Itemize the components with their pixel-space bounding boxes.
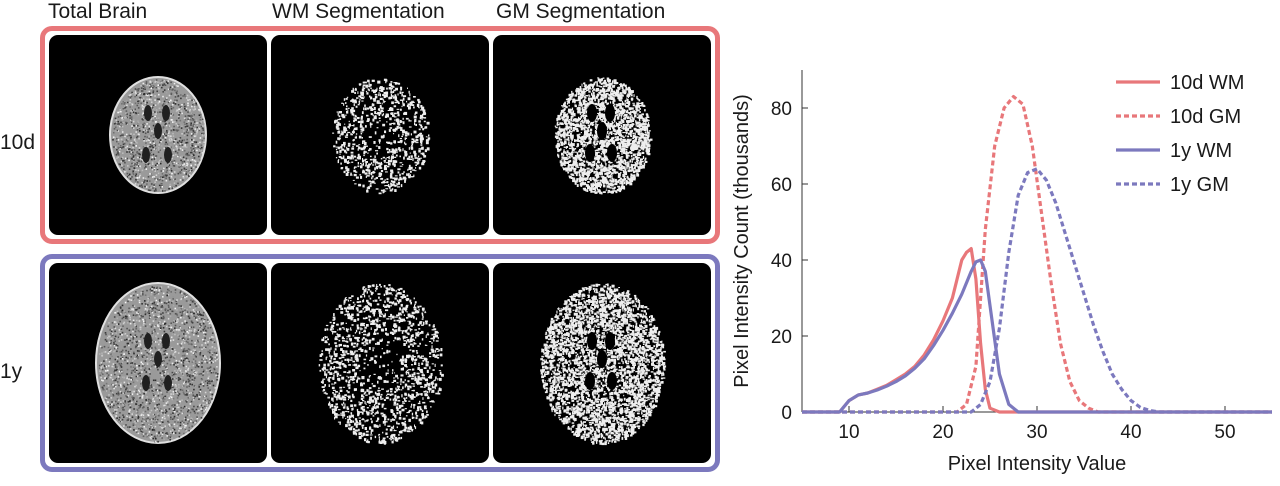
x-axis-label: Pixel Intensity Value [948,453,1127,475]
series-line-10d-wm [802,247,1272,414]
row-label-1y: 1y [0,360,23,383]
legend-label: 10d GM [1170,106,1241,128]
scan-10d-total [109,76,207,194]
legend-label: 1y GM [1170,174,1229,196]
panel-1y [40,254,720,472]
series-line-10d-gm [802,95,1272,414]
y-tick-label: 0 [781,403,792,424]
y-tick-label: 60 [771,175,792,196]
x-tick-label: 50 [1214,422,1235,443]
chart-axes: 10 20 30 40 50 0 20 40 60 80 [771,70,1272,443]
scan-1y-wm [318,283,444,445]
row-label-10d: 10d [0,131,36,154]
scan-1y-gm [540,283,667,446]
histogram-chart: 10 20 30 40 50 0 20 40 60 80 10d WM 10d GM 1y WM 1y … [731,70,1272,475]
panel-10d [40,26,720,244]
column-title-wm-segmentation: WM Segmentation [272,0,445,23]
x-tick-label: 40 [1120,422,1141,443]
x-tick-label: 10 [838,422,859,443]
image-10d-gm-segmentation [493,35,711,235]
image-1y-wm-segmentation [271,263,489,463]
scan-10d-gm [554,77,653,195]
y-tick-label: 80 [771,99,792,120]
x-tick-label: 30 [1026,422,1047,443]
y-axis-label: Pixel Intensity Count (thousands) [731,94,753,388]
legend-label: 10d WM [1170,72,1244,94]
image-10d-total-brain [49,35,267,235]
column-title-gm-segmentation: GM Segmentation [496,0,666,23]
image-1y-total-brain [49,263,267,463]
legend-label: 1y WM [1170,140,1232,162]
y-tick-label: 40 [771,251,792,272]
x-tick-label: 20 [932,422,953,443]
scan-1y-total [95,282,221,444]
scan-10d-wm [332,78,431,195]
column-title-total-brain: Total Brain [48,0,148,23]
y-tick-label: 20 [771,327,792,348]
series-line-1y-wm [802,258,1272,414]
image-1y-gm-segmentation [493,263,711,463]
chart-series [802,95,1272,414]
image-10d-wm-segmentation [271,35,489,235]
series-line-1y-gm [802,167,1272,414]
chart-legend: 10d WM 10d GM 1y WM 1y GM [1116,72,1244,196]
